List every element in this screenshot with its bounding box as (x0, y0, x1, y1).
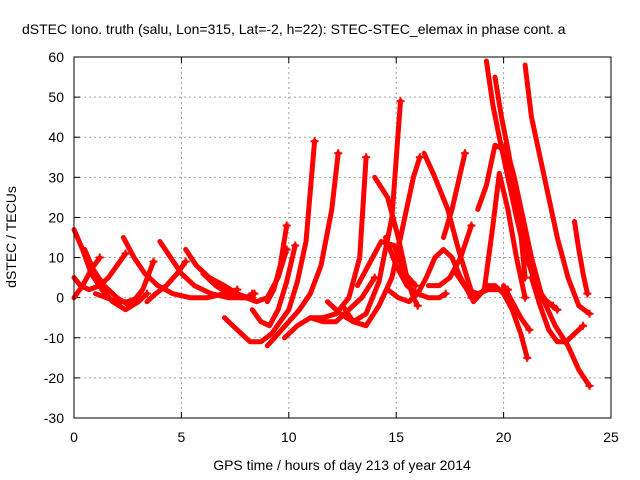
series-34-endpoint-marker (585, 381, 594, 390)
series-19-endpoint-marker (415, 153, 424, 162)
data-series (71, 58, 594, 390)
series-26-endpoint-marker (460, 149, 469, 158)
series-25-endpoint-marker (467, 221, 476, 230)
series-28-line (471, 170, 528, 305)
x-axis-label: GPS time / hours of day 213 of year 2014 (213, 457, 471, 473)
series-4-endpoint-marker (149, 257, 158, 266)
series-19-line (340, 154, 423, 329)
series-12-line (221, 138, 318, 345)
series-13-line (249, 243, 298, 329)
series-15-endpoint-marker (334, 149, 343, 158)
y-tick-label: 10 (48, 250, 64, 266)
series-24-line (421, 150, 476, 301)
x-tick-label: 15 (388, 429, 404, 445)
series-14-line (264, 223, 290, 305)
series-14-endpoint-marker (282, 221, 291, 230)
series-16-line (282, 154, 369, 341)
series-37-line (572, 219, 590, 297)
y-tick-label: 40 (48, 129, 64, 145)
series-22-endpoint-marker (441, 289, 450, 298)
axis-ticks: 0 5 10 15 20 25 -30 -20 -10 0 10 20 30 40 50 60 (44, 49, 619, 445)
series-28-endpoint-marker (521, 293, 530, 302)
x-tick-label: 5 (178, 429, 186, 445)
series-33-endpoint-marker (525, 325, 534, 334)
x-tick-label: 25 (603, 429, 619, 445)
series-33-line (501, 283, 532, 333)
series-3-endpoint-marker (95, 253, 104, 262)
series-21-endpoint-marker (413, 301, 422, 310)
series-7-endpoint-marker (181, 257, 190, 266)
y-tick-label: 60 (48, 49, 64, 65)
plot-frame (73, 56, 612, 419)
y-tick-label: -10 (44, 330, 64, 346)
series-5-line (93, 291, 141, 305)
series-12-endpoint-marker (310, 137, 319, 146)
series-2-endpoint-marker (143, 289, 152, 298)
series-1-endpoint-marker (121, 249, 130, 258)
series-20-endpoint-marker (411, 281, 420, 290)
x-tick-label: 10 (281, 429, 297, 445)
y-tick-label: -20 (44, 370, 64, 386)
x-tick-label: 20 (496, 429, 512, 445)
series-36-line (529, 275, 586, 345)
y-tick-label: 50 (48, 89, 64, 105)
x-tick-label: 0 (70, 429, 78, 445)
series-3-line (71, 255, 103, 301)
series-13-endpoint-marker (291, 241, 300, 250)
series-36-endpoint-marker (579, 321, 588, 330)
series-35-line (522, 62, 592, 317)
y-tick-label: 20 (48, 209, 64, 225)
series-15-line (264, 150, 341, 349)
series-26-line (441, 150, 468, 240)
chart-title: dSTEC Iono. truth (salu, Lon=315, Lat=-2… (22, 21, 566, 37)
y-tick-label: 0 (56, 290, 64, 306)
series-16-endpoint-marker (362, 153, 371, 162)
y-tick-label: -30 (44, 410, 64, 426)
series-9-endpoint-marker (250, 289, 259, 298)
y-axis-label: dSTEC / TECUs (3, 186, 19, 288)
series-29-endpoint-marker (521, 273, 530, 282)
series-35-endpoint-marker (585, 309, 594, 318)
series-32-endpoint-marker (523, 353, 532, 362)
series-31-endpoint-marker (553, 305, 562, 314)
series-37-endpoint-marker (583, 289, 592, 298)
series-4-line (82, 247, 156, 309)
y-tick-label: 30 (48, 169, 64, 185)
series-34-line (503, 142, 592, 389)
series-18-endpoint-marker (396, 97, 405, 106)
series-25-line (425, 223, 474, 289)
series-32-line (483, 283, 530, 361)
series-5-endpoint-marker (134, 293, 143, 302)
